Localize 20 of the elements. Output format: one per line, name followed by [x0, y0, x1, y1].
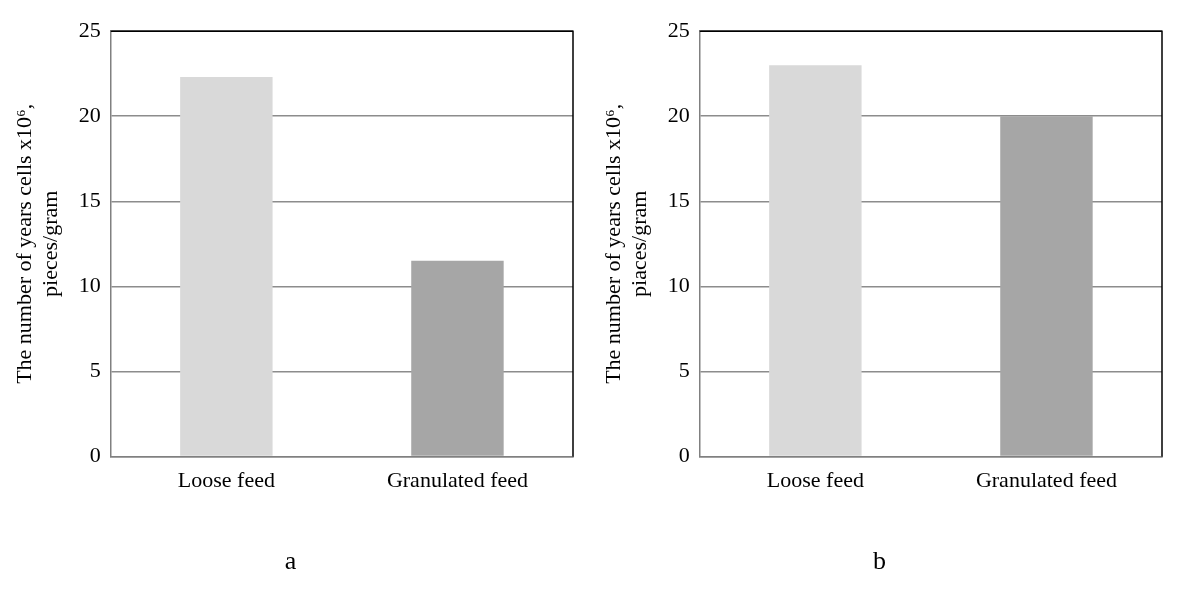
- y-axis-title: The number of years cells x10⁶, pieces/gram: [10, 103, 63, 384]
- x-tick-label: Granulated feed: [975, 467, 1117, 493]
- y-tick-label: 5: [89, 357, 101, 383]
- y-tick-label: 5: [678, 357, 690, 383]
- y-tick-label: 25: [667, 16, 690, 42]
- y-tick-label: 15: [667, 187, 690, 213]
- y-tick-label: 10: [78, 272, 101, 298]
- y-tick-label: 0: [678, 442, 690, 468]
- y-tick-label: 0: [89, 442, 101, 468]
- x-tick-label: Granulated feed: [386, 467, 528, 493]
- y-tick-label: 20: [667, 102, 690, 128]
- y-tick-label: 25: [78, 16, 101, 42]
- y-tick-label: 20: [78, 102, 101, 128]
- y-axis-title: The number of years cells x10⁶, piaces/gram: [599, 103, 652, 384]
- x-tick-label: Loose feed: [177, 467, 275, 493]
- y-tick-label: 10: [667, 272, 690, 298]
- x-tick-label: Loose feed: [766, 467, 864, 493]
- y-tick-label: 15: [78, 187, 101, 213]
- text: a: [284, 546, 297, 576]
- text: b: [873, 546, 886, 576]
